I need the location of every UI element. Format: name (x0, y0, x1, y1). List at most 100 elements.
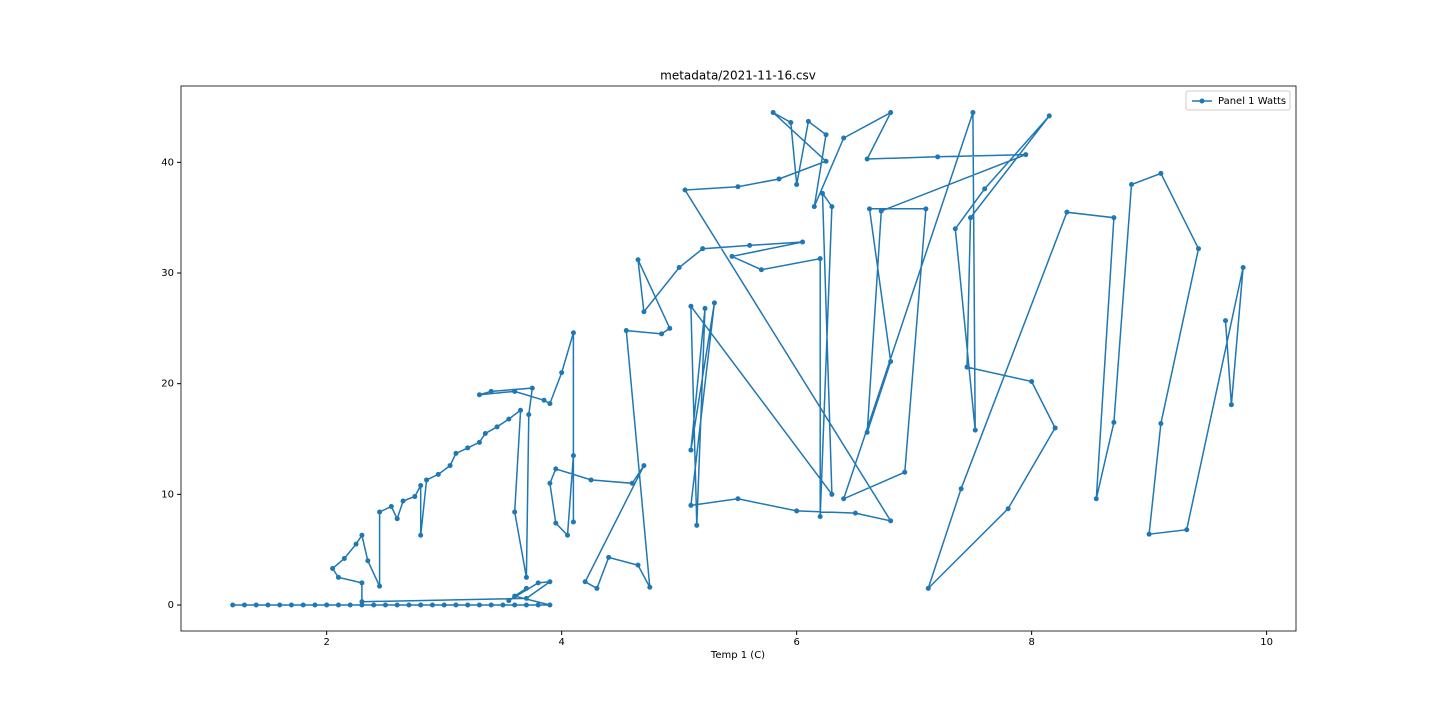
data-point (923, 206, 929, 212)
data-point (829, 204, 835, 210)
data-point (547, 480, 553, 486)
data-point (1158, 421, 1164, 427)
data-point (341, 556, 347, 562)
data-point (776, 176, 782, 182)
data-point (582, 579, 588, 585)
data-point (702, 305, 708, 311)
y-tick-label: 40 (161, 157, 174, 168)
data-point (553, 520, 559, 526)
data-point (418, 532, 424, 538)
data-point (747, 242, 753, 248)
x-tick-label: 10 (1260, 637, 1273, 648)
data-point (488, 388, 494, 394)
data-point (465, 602, 471, 608)
y-tick-label: 0 (168, 600, 174, 611)
data-point (453, 602, 459, 608)
data-point (388, 504, 394, 510)
data-point (394, 602, 400, 608)
data-point (523, 574, 529, 580)
y-tick-label: 30 (161, 268, 174, 279)
data-point (888, 359, 894, 365)
data-point (435, 471, 441, 477)
y-tick-label: 10 (161, 489, 174, 500)
data-point (700, 246, 706, 252)
data-point (335, 602, 341, 608)
data-point (476, 439, 482, 445)
data-point (400, 498, 406, 504)
data-point (794, 508, 800, 514)
data-point (688, 502, 694, 508)
data-point (230, 602, 236, 608)
data-point (972, 427, 978, 433)
data-point (382, 602, 388, 608)
data-point (447, 463, 453, 469)
data-point (647, 584, 653, 590)
data-point (553, 466, 559, 472)
data-point (365, 558, 371, 564)
data-point (1146, 531, 1152, 537)
data-point (711, 300, 717, 306)
data-point (694, 522, 700, 528)
data-point (1064, 209, 1070, 215)
data-point (418, 602, 424, 608)
data-point (482, 430, 488, 436)
data-point (1111, 419, 1117, 425)
data-point (1240, 264, 1246, 270)
data-point (820, 190, 826, 196)
data-point (377, 583, 383, 589)
data-point (512, 388, 518, 394)
data-point (805, 118, 811, 124)
data-point (523, 585, 529, 591)
data-point (1195, 246, 1201, 252)
data-point (888, 518, 894, 524)
data-point (488, 602, 494, 608)
data-point (635, 562, 641, 568)
plot-frame (180, 85, 1297, 632)
data-point (968, 215, 974, 221)
data-point (241, 602, 247, 608)
data-point (1029, 378, 1035, 384)
legend-box (1185, 90, 1291, 111)
data-point (794, 181, 800, 187)
data-point (606, 554, 612, 560)
data-point (982, 186, 988, 192)
data-point (641, 463, 647, 469)
data-point (335, 574, 341, 580)
data-point (635, 257, 641, 263)
data-point (506, 598, 512, 604)
data-point (964, 364, 970, 370)
data-point (465, 445, 471, 451)
data-point (418, 482, 424, 488)
data-point (829, 491, 835, 497)
x-tick-label: 8 (1028, 637, 1034, 648)
data-point (1046, 113, 1052, 119)
data-point (565, 532, 571, 538)
data-point (817, 513, 823, 519)
data-point (864, 156, 870, 162)
data-point (570, 519, 576, 525)
data-point (412, 494, 418, 500)
data-point (253, 602, 259, 608)
data-point (529, 385, 535, 391)
data-point (817, 256, 823, 262)
data-point (588, 477, 594, 483)
data-point (641, 309, 647, 315)
data-point (888, 110, 894, 116)
data-point (729, 253, 735, 259)
data-point (970, 110, 976, 116)
data-point (570, 330, 576, 336)
data-point (758, 267, 764, 273)
data-point (1158, 170, 1164, 176)
data-point (1228, 402, 1234, 408)
data-point (512, 509, 518, 515)
data-point (667, 325, 673, 331)
data-point (1005, 506, 1011, 512)
data-point (852, 510, 858, 516)
data-point (935, 154, 941, 160)
data-point (735, 184, 741, 190)
data-point (394, 516, 400, 522)
data-point (523, 602, 529, 608)
data-point (547, 602, 553, 608)
